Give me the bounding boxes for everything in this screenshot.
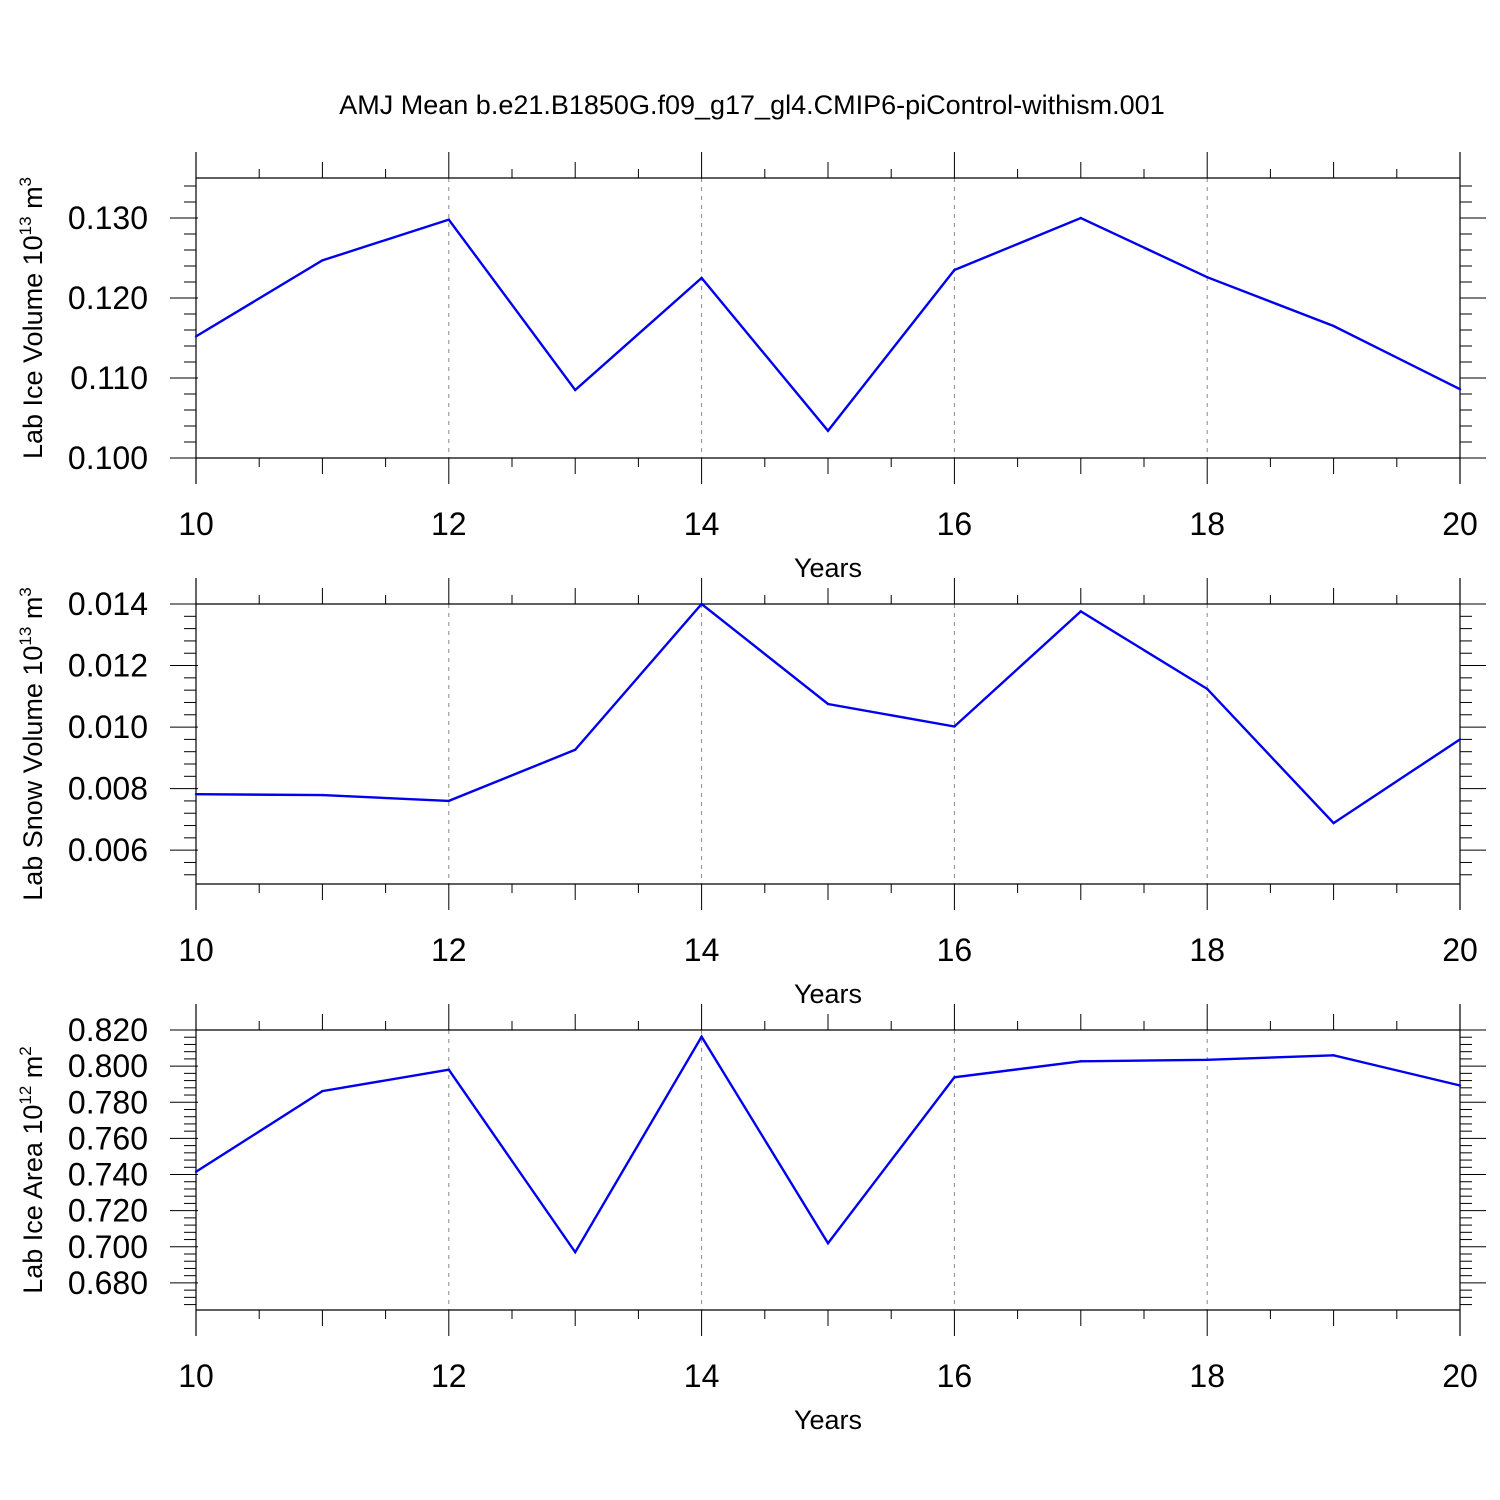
data-point — [194, 1170, 198, 1174]
data-point — [826, 1241, 830, 1245]
x-tick-label: 18 — [1189, 932, 1225, 968]
y-axis-title-exponent: 12 — [16, 1086, 35, 1105]
data-point — [1206, 687, 1209, 691]
data-point — [1332, 821, 1335, 825]
panel-1: 10 12 14 16 18 20 0.100 0.110 0.120 0.130 Years Lab… — [16, 152, 1486, 583]
x-tick-label: 16 — [937, 506, 973, 542]
y-tick-label: 0.800 — [68, 1048, 148, 1084]
data-point — [826, 702, 830, 706]
data-point — [1458, 388, 1462, 391]
figure-title: AMJ Mean b.e21.B1850G.f09_g17_gl4.CMIP6-… — [339, 90, 1164, 120]
y-axis-title-exponent: 13 — [16, 627, 35, 646]
x-tick-label: 10 — [178, 932, 214, 968]
x-tick-label: 20 — [1442, 932, 1478, 968]
y-tick-label: 0.700 — [68, 1229, 148, 1265]
panel-3: 10 12 14 16 18 20 0.6800.7000.7200.7400.7600.7… — [16, 1004, 1486, 1435]
y-tick-label: 0.740 — [68, 1157, 148, 1193]
x-tick-label: 10 — [178, 506, 214, 542]
y-axis-title-unit: m — [18, 186, 48, 216]
data-point — [1206, 276, 1209, 279]
y-axis-title-text: Lab Ice Area 10 — [18, 1105, 48, 1294]
y-tick-label: 0.820 — [68, 1012, 148, 1048]
y-axis-title-unit-exponent: 3 — [16, 177, 35, 186]
y-axis-title-unit-exponent: 3 — [16, 587, 35, 596]
x-tick-label: 12 — [431, 506, 467, 542]
data-point — [574, 1250, 577, 1254]
data-point — [447, 1068, 450, 1071]
x-tick-label: 18 — [1189, 506, 1225, 542]
data-point — [953, 268, 956, 272]
data-point — [1079, 216, 1083, 220]
data-point — [194, 335, 198, 338]
x-tick-label: 12 — [431, 932, 467, 968]
y-tick-label: 0.012 — [68, 648, 148, 684]
x-tick-label: 12 — [431, 1358, 467, 1394]
y-axis-title-text: Lab Ice Volume 10 — [18, 235, 48, 459]
y-tick-label: 0.130 — [68, 200, 148, 236]
data-point — [700, 276, 703, 280]
x-tick-label: 16 — [937, 1358, 973, 1394]
y-tick-label: 0.120 — [68, 280, 148, 316]
x-tick-label: 20 — [1442, 506, 1478, 542]
y-axis-title: Lab Ice Volume 1013 m3 — [16, 177, 48, 459]
y-tick-label: 0.014 — [68, 586, 148, 622]
y-tick-label: 0.110 — [70, 360, 148, 396]
y-tick-label: 0.760 — [68, 1120, 148, 1156]
y-axis-title-unit: m — [18, 1056, 48, 1086]
x-axis-title: Years — [794, 553, 862, 583]
x-tick-label: 20 — [1442, 1358, 1478, 1394]
y-tick-label: 0.780 — [68, 1084, 148, 1120]
x-tick-label: 14 — [684, 1358, 720, 1394]
y-axis-title-text: Lab Snow Volume 10 — [18, 646, 48, 901]
data-point — [321, 259, 324, 262]
data-point — [953, 1076, 956, 1079]
y-axis-title-unit: m — [18, 597, 48, 627]
data-point — [1458, 738, 1462, 741]
y-axis-title: Lab Snow Volume 1013 m3 — [16, 587, 48, 901]
data-point — [826, 429, 830, 432]
data-point — [447, 799, 450, 803]
x-axis-title: Years — [794, 1405, 862, 1435]
x-axis-title: Years — [794, 979, 862, 1009]
data-point — [1206, 1058, 1209, 1062]
data-point — [574, 748, 577, 752]
y-tick-label: 0.006 — [68, 832, 148, 868]
data-point — [1458, 1084, 1462, 1087]
panel-2: 10 12 14 16 18 20 0.006 0.008 0.010 0.012 0.014 Yea… — [16, 578, 1486, 1009]
data-point — [194, 792, 198, 796]
x-tick-label: 16 — [937, 932, 973, 968]
y-tick-label: 0.100 — [68, 440, 148, 476]
y-tick-label: 0.720 — [68, 1193, 148, 1229]
panels: 10 12 14 16 18 20 0.100 0.110 0.120 0.130 Years Lab… — [16, 152, 1486, 1435]
data-point — [1079, 610, 1083, 613]
data-point — [447, 218, 450, 221]
data-point — [953, 725, 956, 728]
data-point — [700, 602, 703, 606]
x-tick-label: 18 — [1189, 1358, 1225, 1394]
data-point — [321, 1089, 324, 1093]
y-tick-label: 0.010 — [68, 709, 148, 745]
data-point — [321, 793, 324, 797]
y-axis-title-exponent: 13 — [16, 216, 35, 235]
y-tick-label: 0.680 — [68, 1265, 148, 1301]
x-tick-label: 14 — [684, 506, 720, 542]
data-point — [1079, 1060, 1083, 1063]
data-point — [1332, 324, 1335, 328]
data-point — [700, 1035, 703, 1038]
x-tick-label: 14 — [684, 932, 720, 968]
data-point — [574, 388, 577, 392]
y-axis-title-unit-exponent: 2 — [16, 1046, 35, 1055]
y-tick-label: 0.008 — [68, 771, 148, 807]
data-point — [1332, 1054, 1335, 1057]
x-tick-label: 10 — [178, 1358, 214, 1394]
y-axis-title: Lab Ice Area 1012 m2 — [16, 1046, 48, 1294]
